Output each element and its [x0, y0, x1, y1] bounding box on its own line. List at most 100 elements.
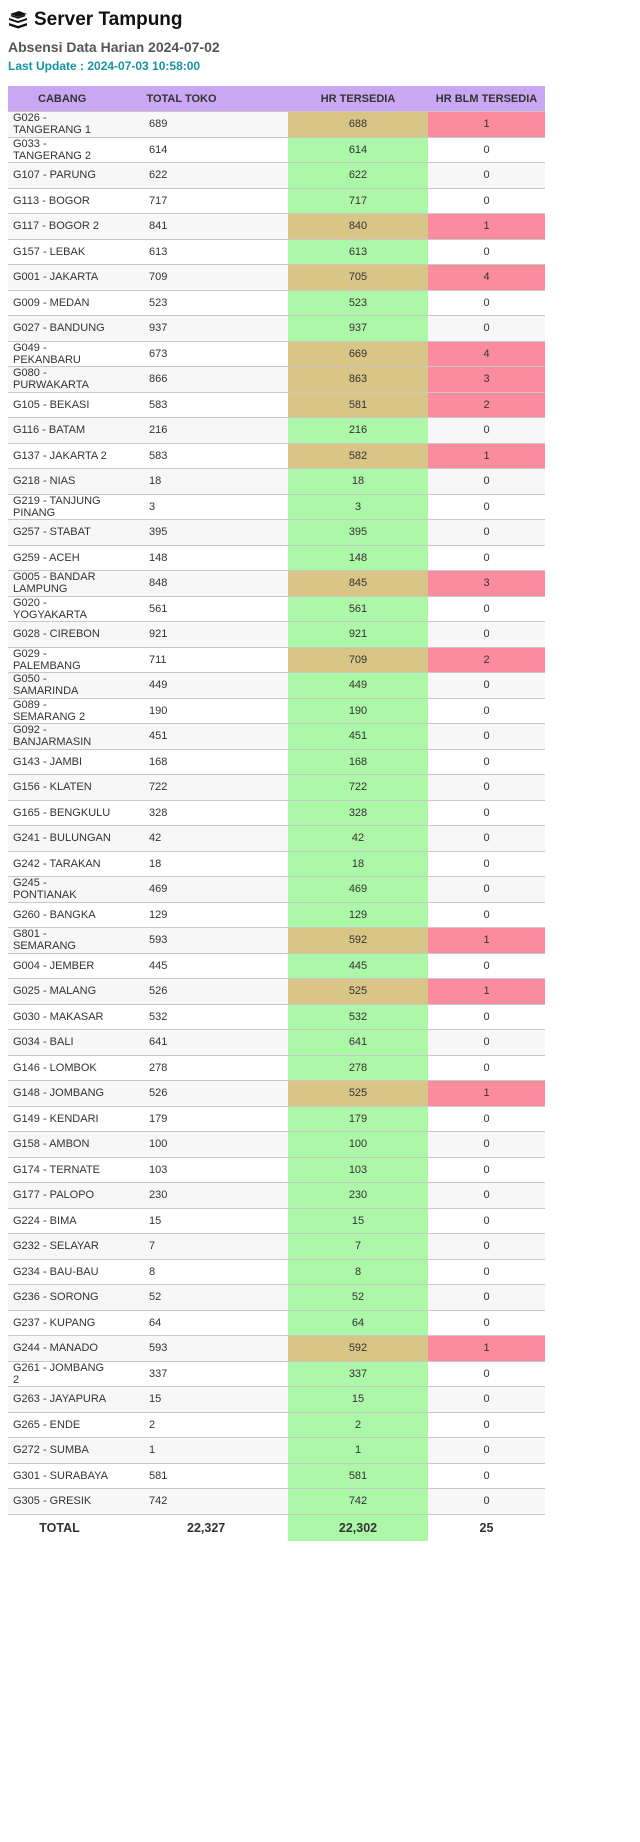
cabang-cell: G301 - SURABAYA	[8, 1462, 111, 1489]
column-header-hr-tersedia: HR TERSEDIA	[288, 86, 428, 112]
cabang-cell: G241 - BULUNGAN	[8, 825, 111, 851]
column-header-total-toko: TOTAL TOKO	[111, 86, 288, 112]
hr-tersedia-cell: 168	[288, 748, 428, 775]
cabang-cell: G025 - MALANG	[8, 978, 111, 1004]
table-row: G026 - TANGERANG 1 689 688 1	[8, 111, 545, 137]
hr-tersedia-cell: 863	[288, 366, 428, 392]
hr-tersedia-cell: 709	[288, 646, 428, 673]
hr-tersedia-cell: 669	[288, 340, 428, 367]
total-hr-blm-tersedia-value: 25	[428, 1513, 545, 1541]
total-toko-cell: 673	[111, 340, 288, 367]
hr-blm-tersedia-cell: 1	[428, 927, 545, 953]
table-row: G259 - ACEH 148 148 0	[8, 544, 545, 571]
hr-tersedia-cell: 532	[288, 1003, 428, 1030]
cabang-cell: G232 - SELAYAR	[8, 1233, 111, 1259]
total-toko-cell: 689	[111, 111, 288, 137]
hr-tersedia-cell: 7	[288, 1233, 428, 1259]
total-toko-cell: 449	[111, 672, 288, 698]
table-row: G241 - BULUNGAN 42 42 0	[8, 825, 545, 851]
hr-tersedia-cell: 179	[288, 1105, 428, 1132]
total-toko-cell: 742	[111, 1488, 288, 1514]
total-toko-cell: 230	[111, 1182, 288, 1208]
hr-blm-tersedia-cell: 0	[428, 1386, 545, 1412]
total-toko-cell: 451	[111, 723, 288, 749]
hr-tersedia-cell: 582	[288, 442, 428, 469]
hr-tersedia-cell: 8	[288, 1258, 428, 1285]
table-row: G025 - MALANG 526 525 1	[8, 978, 545, 1004]
hr-tersedia-cell: 705	[288, 264, 428, 290]
hr-blm-tersedia-cell: 1	[428, 1080, 545, 1106]
hr-tersedia-cell: 18	[288, 850, 428, 877]
cabang-cell: G261 - JOMBANG 2	[8, 1360, 111, 1387]
table-row: G244 - MANADO 593 592 1	[8, 1335, 545, 1361]
total-toko-cell: 1	[111, 1437, 288, 1463]
total-toko-value: 22,327	[111, 1513, 288, 1541]
hr-tersedia-cell: 840	[288, 213, 428, 239]
cabang-cell: G049 - PEKANBARU	[8, 340, 111, 367]
total-toko-cell: 52	[111, 1284, 288, 1310]
hr-blm-tersedia-cell: 0	[428, 1284, 545, 1310]
total-toko-cell: 100	[111, 1131, 288, 1157]
table-row: G219 - TANJUNG PINANG 3 3 0	[8, 493, 545, 520]
cabang-cell: G107 - PARUNG	[8, 162, 111, 188]
hr-tersedia-cell: 688	[288, 111, 428, 137]
cabang-cell: G219 - TANJUNG PINANG	[8, 493, 111, 520]
page-title: Server Tampung	[34, 9, 183, 30]
hr-blm-tersedia-cell: 0	[428, 1488, 545, 1514]
hr-blm-tersedia-cell: 0	[428, 519, 545, 545]
hr-blm-tersedia-cell: 0	[428, 850, 545, 877]
cabang-cell: G001 - JAKARTA	[8, 264, 111, 290]
total-toko-cell: 523	[111, 289, 288, 316]
hr-blm-tersedia-cell: 1	[428, 213, 545, 239]
cabang-cell: G029 - PALEMBANG	[8, 646, 111, 673]
hr-blm-tersedia-cell: 0	[428, 723, 545, 749]
cabang-cell: G028 - CIREBON	[8, 621, 111, 647]
total-toko-cell: 711	[111, 646, 288, 673]
hr-tersedia-cell: 469	[288, 876, 428, 902]
hr-blm-tersedia-cell: 0	[428, 672, 545, 698]
cabang-cell: G080 - PURWAKARTA	[8, 366, 111, 392]
hr-blm-tersedia-cell: 0	[428, 621, 545, 647]
table-row: G004 - JEMBER 445 445 0	[8, 952, 545, 979]
title-row: Server Tampung	[8, 8, 544, 32]
total-toko-cell: 613	[111, 238, 288, 265]
hr-tersedia-cell: 581	[288, 391, 428, 418]
table-row: G236 - SORONG 52 52 0	[8, 1284, 545, 1310]
hr-tersedia-cell: 523	[288, 289, 428, 316]
total-toko-cell: 614	[111, 136, 288, 163]
hr-tersedia-cell: 100	[288, 1131, 428, 1157]
table-row: G157 - LEBAK 613 613 0	[8, 238, 545, 265]
hr-tersedia-cell: 148	[288, 544, 428, 571]
hr-blm-tersedia-cell: 0	[428, 1233, 545, 1259]
total-toko-cell: 7	[111, 1233, 288, 1259]
hr-tersedia-cell: 52	[288, 1284, 428, 1310]
hr-blm-tersedia-cell: 0	[428, 468, 545, 494]
table-row: G158 - AMBON 100 100 0	[8, 1131, 545, 1157]
cabang-cell: G113 - BOGOR	[8, 187, 111, 214]
total-toko-cell: 15	[111, 1207, 288, 1234]
hr-blm-tersedia-cell: 0	[428, 162, 545, 188]
cabang-cell: G234 - BAU-BAU	[8, 1258, 111, 1285]
hr-blm-tersedia-cell: 0	[428, 1156, 545, 1183]
total-toko-cell: 8	[111, 1258, 288, 1285]
total-toko-cell: 15	[111, 1386, 288, 1412]
hr-blm-tersedia-cell: 1	[428, 111, 545, 137]
cabang-cell: G030 - MAKASAR	[8, 1003, 111, 1030]
hr-blm-tersedia-cell: 0	[428, 1029, 545, 1055]
table-row: G242 - TARAKAN 18 18 0	[8, 850, 545, 877]
table-row: G089 - SEMARANG 2 190 190 0	[8, 697, 545, 724]
hr-blm-tersedia-cell: 0	[428, 774, 545, 800]
hr-tersedia-cell: 278	[288, 1054, 428, 1081]
cabang-cell: G146 - LOMBOK	[8, 1054, 111, 1081]
table-row: G029 - PALEMBANG 711 709 2	[8, 646, 545, 673]
hr-blm-tersedia-cell: 1	[428, 442, 545, 469]
total-label: TOTAL	[8, 1513, 111, 1541]
hr-tersedia-cell: 337	[288, 1360, 428, 1387]
total-toko-cell: 445	[111, 952, 288, 979]
total-toko-cell: 532	[111, 1003, 288, 1030]
total-toko-cell: 179	[111, 1105, 288, 1132]
table-row: G020 - YOGYAKARTA 561 561 0	[8, 595, 545, 622]
table-row: G116 - BATAM 216 216 0	[8, 417, 545, 443]
cabang-cell: G034 - BALI	[8, 1029, 111, 1055]
hr-blm-tersedia-cell: 0	[428, 1437, 545, 1463]
